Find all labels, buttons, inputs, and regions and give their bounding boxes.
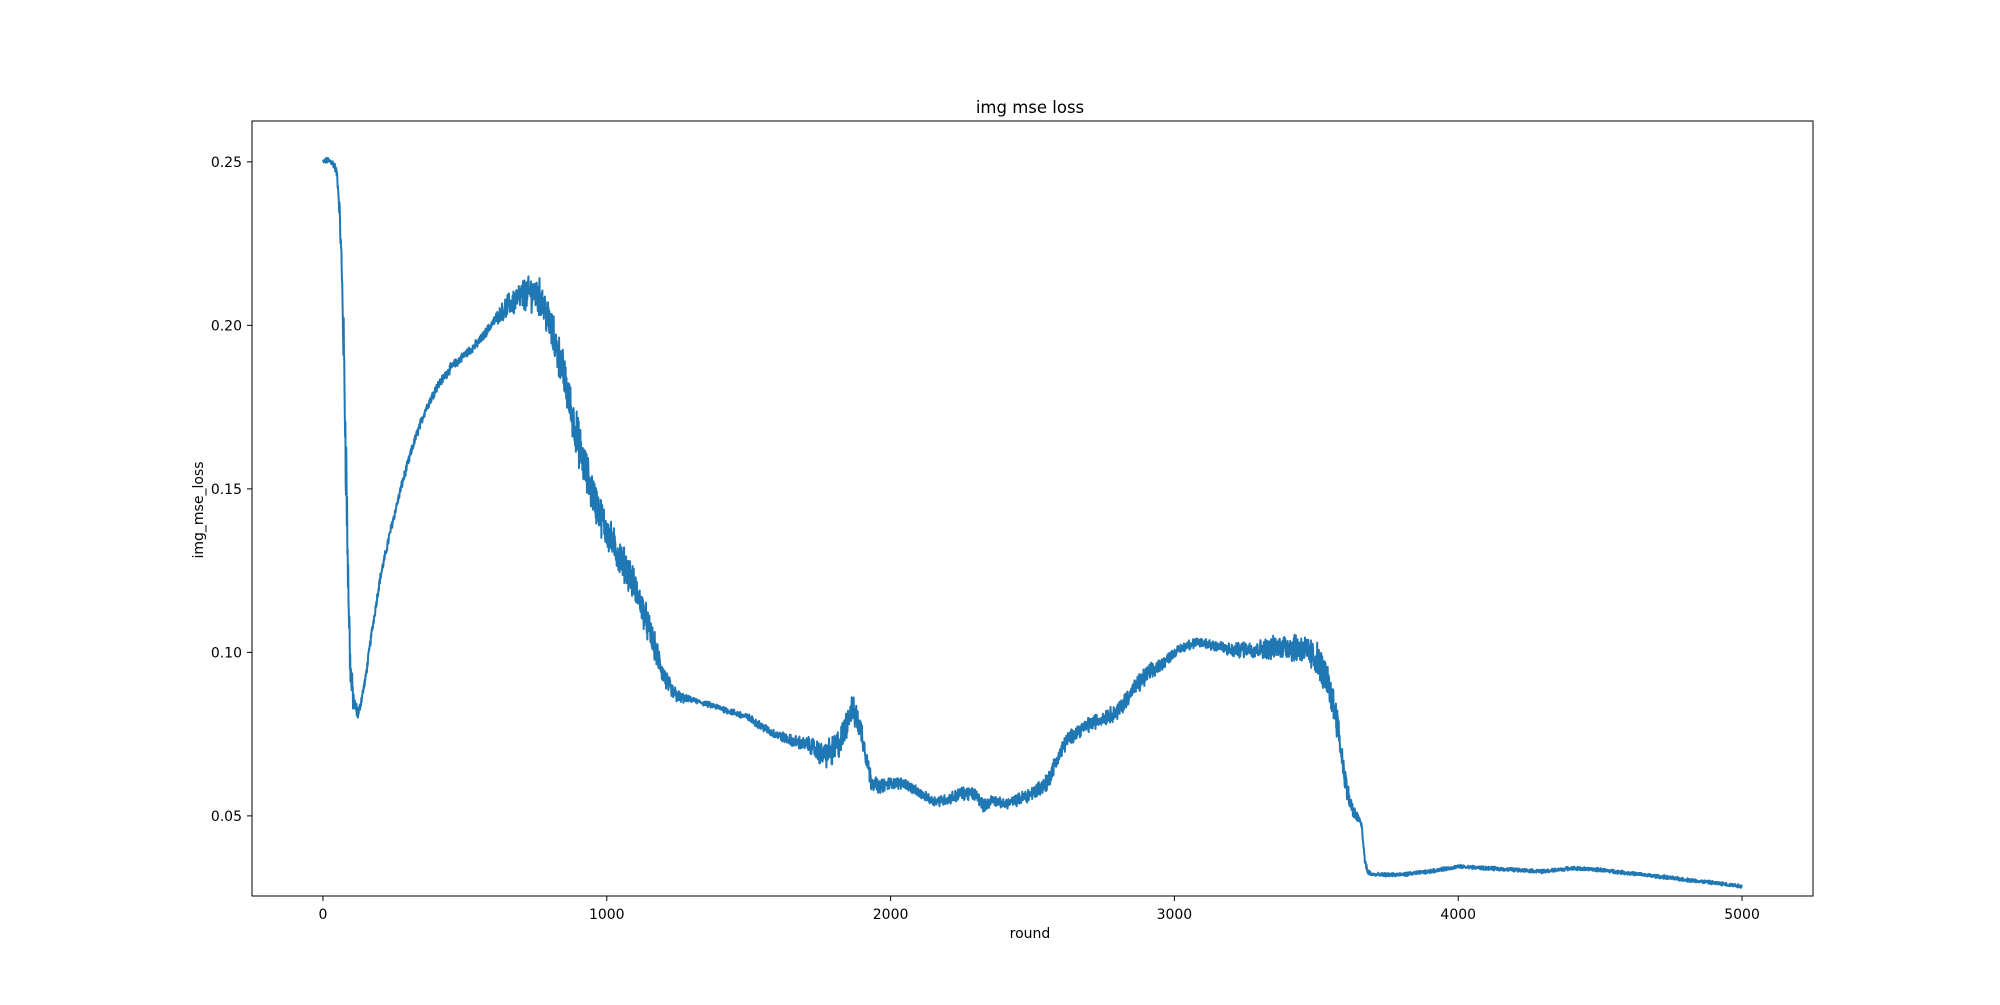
y-tick-label: 0.25	[211, 155, 242, 171]
x-tick-label: 2000	[873, 907, 909, 923]
x-tick-label: 4000	[1440, 907, 1476, 923]
y-tick-label: 0.10	[211, 645, 242, 661]
y-tick-label: 0.20	[211, 318, 242, 334]
x-tick-label: 0	[318, 907, 327, 923]
x-tick-label: 1000	[589, 907, 625, 923]
axes-layer: 0 1000 2000 3000 4000 5000 0.05 0.10 0.15 0.20 0.2…	[211, 120, 1814, 923]
x-axis-label: round	[1010, 926, 1051, 942]
y-tick-label: 0.15	[211, 482, 242, 498]
data-layer	[321, 156, 1743, 889]
series-line-0	[321, 156, 1743, 889]
plot-frame	[251, 120, 1814, 897]
y-tick-label: 0.05	[211, 809, 242, 825]
y-axis-label: img_mse_loss	[191, 461, 207, 558]
chart-title: img mse loss	[976, 98, 1084, 117]
x-tick-label: 3000	[1157, 907, 1193, 923]
x-tick-label: 5000	[1724, 907, 1760, 923]
